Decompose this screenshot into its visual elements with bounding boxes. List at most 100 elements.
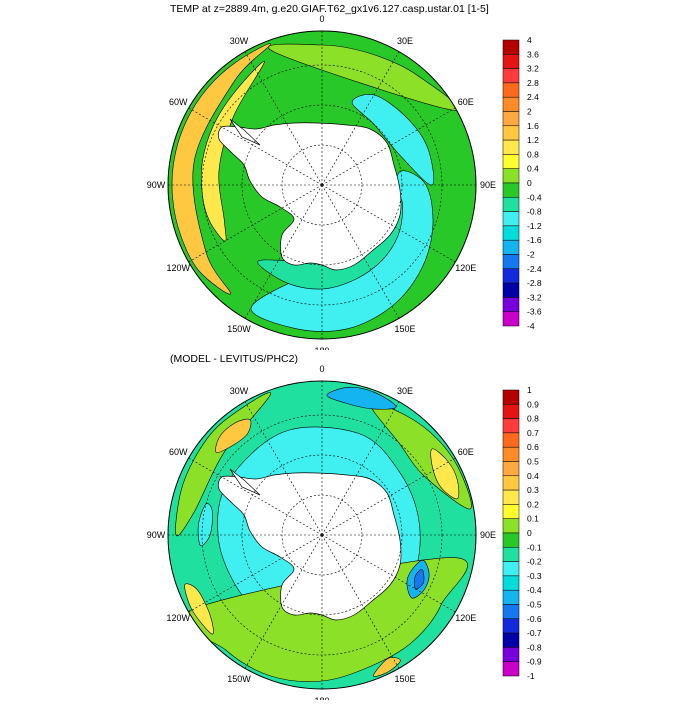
- difference-map-colorbar-box: [502, 432, 520, 448]
- difference-map-colorbar-box: [502, 589, 520, 605]
- difference-map-colorbar-box: [502, 575, 520, 591]
- difference-map-field-region: [326, 386, 397, 410]
- temperature-map-lon-label: 150E: [394, 324, 415, 334]
- difference-map-map-border: [167, 380, 477, 690]
- temperature-map-lon-label: 90E: [480, 180, 496, 190]
- temperature-map-lon-label: 150W: [227, 324, 251, 334]
- temperature-map-meridian: [321, 107, 456, 186]
- temperature-map-meridian: [244, 51, 323, 186]
- temperature-map-disc: 030E60E90E120E150E180150W120W90W60W30W: [147, 14, 496, 356]
- difference-map-field-region: [215, 418, 252, 453]
- difference-map-colorbar-box: [502, 647, 520, 662]
- temperature-map-meridian: [188, 107, 323, 186]
- difference-map-colorbar-label: -0.8: [527, 642, 542, 652]
- difference-map-field-region: [184, 583, 214, 635]
- difference-map-field-region: [181, 557, 468, 682]
- temperature-map-colorbar-box: [502, 82, 520, 98]
- difference-map-colorbar-label: 0.7: [527, 428, 539, 438]
- difference-map-lon-label: 150E: [394, 674, 415, 684]
- difference-map-colorbar-label: 0.1: [527, 514, 539, 524]
- difference-map-field-region: [430, 448, 460, 500]
- temperature-map-colorbar-label: 2.4: [527, 92, 539, 102]
- temperature-map-colorbar-label: 0.4: [527, 164, 539, 174]
- temperature-map-title: TEMP at z=2889.4m, g.e20.GIAF.T62_gx1v6.…: [170, 3, 489, 15]
- difference-map-lon-label: 0: [319, 364, 324, 374]
- difference-map-colorbar-box: [502, 618, 520, 634]
- difference-map-meridian: [244, 401, 323, 536]
- temperature-map-meridian: [321, 184, 456, 263]
- difference-map-colorbar-box: [502, 661, 520, 677]
- temperature-map-colorbar-label: 1.6: [527, 121, 539, 131]
- difference-map-field-region: [414, 569, 425, 590]
- difference-map-colorbar-label: -0.3: [527, 571, 542, 581]
- temperature-map-meridian: [188, 184, 323, 263]
- temperature-map-field-region: [201, 60, 265, 242]
- difference-map-colorbar-box: [502, 404, 520, 419]
- temperature-map-colorbar-label: -1.2: [527, 221, 542, 231]
- temperature-map-lon-label: 60W: [169, 97, 188, 107]
- temperature-map-colorbar-box: [502, 96, 520, 112]
- temperature-map-lon-label: 120W: [166, 263, 190, 273]
- difference-map-colorbar-label: -0.5: [527, 600, 542, 610]
- difference-map-colorbar-box: [502, 446, 520, 462]
- difference-map-colorbar-box: [502, 547, 520, 562]
- temperature-map: 030E60E90E120E150E180150W120W90W60W30W43…: [147, 14, 542, 356]
- difference-map-colorbar-box: [502, 532, 520, 548]
- difference-map-lon-label: 90W: [147, 530, 166, 540]
- temperature-map-colorbar-box: [502, 154, 520, 169]
- temperature-map-colorbar-label: 3.2: [527, 64, 539, 74]
- temperature-map-field-region: [268, 43, 459, 111]
- difference-map-lon-label: 30E: [397, 386, 413, 396]
- temperature-map-colorbar-box: [502, 211, 520, 227]
- difference-map-colorbar-box: [502, 489, 520, 505]
- difference-map-colorbar-label: 0.9: [527, 399, 539, 409]
- difference-map-colorbar-label: -0.1: [527, 542, 542, 552]
- difference-map-meridian: [321, 457, 456, 536]
- temperature-map-colorbar-label: -2.4: [527, 264, 542, 274]
- temperature-map-meridian: [244, 184, 323, 319]
- difference-map-meridian: [188, 534, 323, 613]
- difference-map-colorbar-label: 0.3: [527, 485, 539, 495]
- temperature-map-colorbar-box: [502, 197, 520, 212]
- difference-map-field-region: [175, 392, 271, 537]
- temperature-map-colorbar-box: [502, 254, 520, 270]
- difference-map-colorbar-label: -1: [527, 671, 535, 681]
- difference-map-lon-label: 120E: [455, 613, 476, 623]
- temperature-map-colorbar-box: [502, 68, 520, 84]
- difference-map-colorbar-label: 0.6: [527, 442, 539, 452]
- difference-map-colorbar-label: 0: [527, 528, 532, 538]
- difference-map-lon-label: 150W: [227, 674, 251, 684]
- temperature-map-colorbar-label: 4: [527, 35, 532, 45]
- difference-map-meridian: [321, 401, 400, 536]
- temperature-map-lon-label: 30W: [230, 36, 249, 46]
- difference-map-meridian: [321, 534, 400, 669]
- temperature-panel: TEMP at z=2889.4m, g.e20.GIAF.T62_gx1v6.…: [0, 0, 700, 356]
- difference-map-colorbar-box: [502, 461, 520, 477]
- temperature-map-colorbar-box: [502, 282, 520, 298]
- difference-panel: (MODEL - LEVITUS/PHC2) 0 30E 60E 90E 120E 150…: [0, 350, 700, 705]
- temperature-map-colorbar-box: [502, 268, 520, 284]
- difference-map-colorbar-box: [502, 418, 520, 434]
- temperature-map-colorbar-label: -0.8: [527, 207, 542, 217]
- temperature-map-colorbar-label: -1.6: [527, 235, 542, 245]
- temperature-map-lon-label: 60E: [458, 97, 474, 107]
- temperature-map-colorbar-box: [502, 225, 520, 241]
- temperature-map-colorbar-box: [502, 111, 520, 127]
- temperature-map-colorbar-box: [502, 239, 520, 255]
- temperature-map-map-border: [167, 30, 477, 340]
- difference-map-lon-label: 60W: [169, 447, 188, 457]
- temperature-map-lon-label: 0: [319, 14, 324, 24]
- temperature-map-colorbar-label: -2: [527, 250, 535, 260]
- difference-map-meridian: [188, 457, 323, 536]
- difference-map-antarctica: [217, 472, 402, 621]
- temperature-map-colorbar-label: 1.2: [527, 135, 539, 145]
- difference-map-lon-label: 60E: [458, 447, 474, 457]
- difference-map-meridian: [244, 534, 323, 669]
- temperature-map-lon-label: 120E: [455, 263, 476, 273]
- temperature-map-colorbar-label: -2.8: [527, 278, 542, 288]
- difference-map-colorbar-label: 0.5: [527, 457, 539, 467]
- difference-map-colorbar-label: -0.7: [527, 628, 542, 638]
- temperature-map-colorbar-box: [502, 54, 520, 69]
- temperature-map-colorbar-box: [502, 168, 520, 184]
- difference-map-title: (MODEL - LEVITUS/PHC2): [170, 353, 298, 365]
